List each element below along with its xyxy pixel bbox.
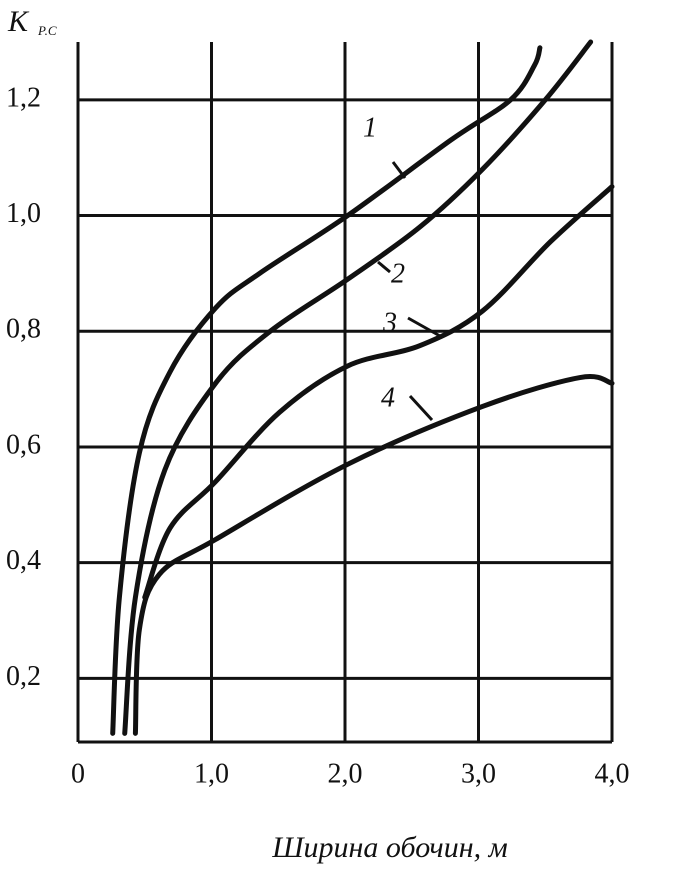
x-tick-label: 4,0 <box>595 758 630 789</box>
series-line <box>122 39 594 736</box>
leader-line <box>408 394 434 422</box>
y-axis-label-sub: Р.С <box>37 23 57 38</box>
series-label: 1 <box>363 112 377 143</box>
x-axis-label: Ширина обочин, м <box>271 831 508 864</box>
leader-line <box>407 316 441 338</box>
series-label: 4 <box>381 382 395 413</box>
y-tick-label: 1,0 <box>6 198 41 229</box>
y-tick-label: 0,2 <box>6 661 41 692</box>
series-label: 3 <box>382 307 397 338</box>
series-line <box>132 374 615 736</box>
series-line <box>110 45 543 736</box>
y-tick-label: 1,2 <box>6 82 41 113</box>
y-tick-label: 0,6 <box>6 429 41 460</box>
y-tick-label: 0,4 <box>6 545 41 576</box>
y-tick-label: 0,8 <box>6 314 41 345</box>
series-label: 2 <box>391 258 405 289</box>
series-line <box>142 184 615 600</box>
x-tick-label: 0 <box>71 758 85 789</box>
x-tick-label: 3,0 <box>461 758 496 789</box>
leader-line <box>377 260 391 274</box>
x-tick-label: 2,0 <box>328 758 363 789</box>
y-axis-label: К <box>7 5 30 38</box>
leader-line <box>391 161 407 179</box>
x-tick-label: 1,0 <box>194 758 229 789</box>
